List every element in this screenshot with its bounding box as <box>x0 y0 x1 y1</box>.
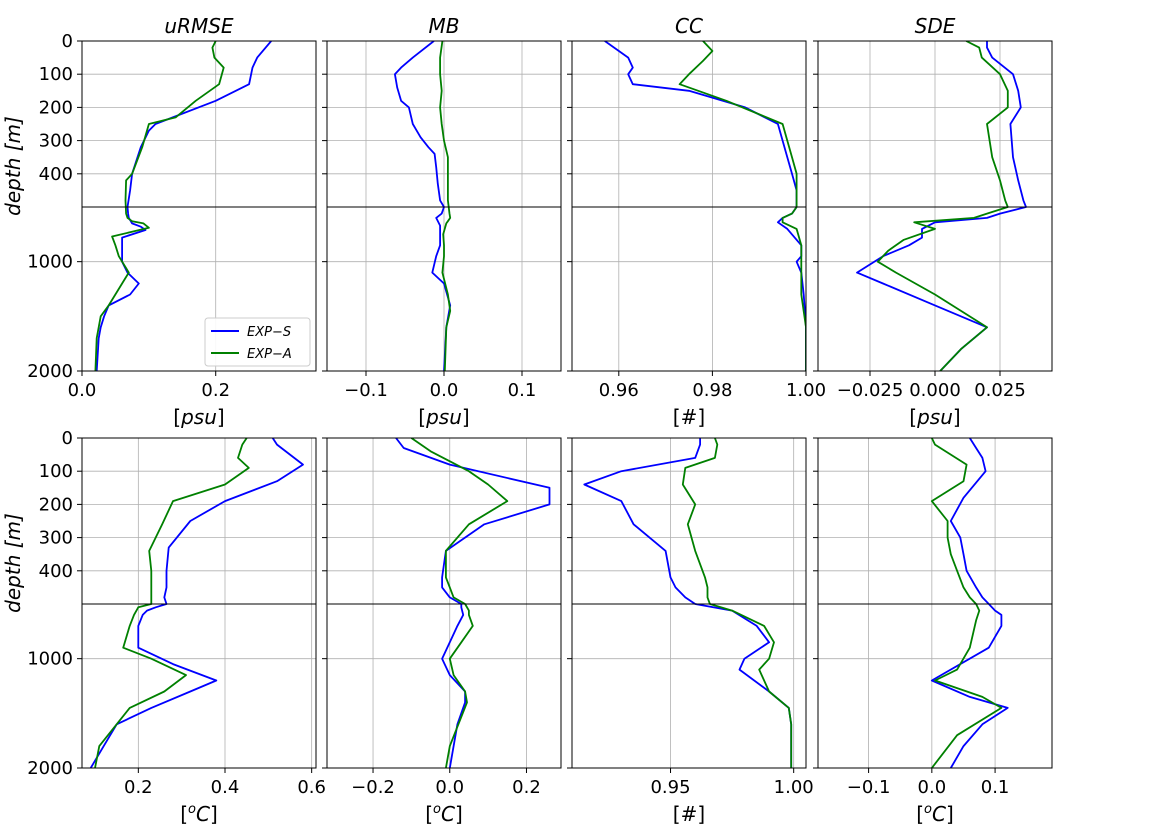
panel-8: −0.1 0.0 0.1 [oC] <box>813 437 1053 826</box>
x-axis-label: [#] <box>673 405 705 429</box>
x-tick-label: −0.025 <box>837 380 904 401</box>
y-tick-label: 200 <box>39 97 73 118</box>
x-tick-label: 0.6 <box>297 777 326 798</box>
y-axis-label: depth [m] <box>1 513 25 613</box>
y-tick-label: 100 <box>39 64 73 85</box>
x-tick-label: 0.98 <box>692 380 732 401</box>
axes-frame <box>326 437 562 769</box>
panel-2: −0.1 0.0 0.1 MB [psu] <box>322 14 562 429</box>
x-axis-label: [oC] <box>916 802 954 826</box>
series-line-exp-a <box>678 41 806 371</box>
axes-frame <box>817 437 1053 769</box>
x-tick-label: 0.95 <box>650 777 690 798</box>
y-tick-label: 1000 <box>27 649 73 670</box>
x-axis-label: [psu] <box>173 405 224 429</box>
x-tick-label: 0.1 <box>508 380 537 401</box>
panel-4: −0.025 0.000 0.025 SDE [psu] <box>813 14 1053 429</box>
panel-title: uRMSE <box>164 14 234 38</box>
x-tick-label: 0.4 <box>211 777 240 798</box>
series-line-exp-a <box>930 438 1003 768</box>
y-tick-label: 2000 <box>27 361 73 382</box>
x-tick-label: −0.1 <box>847 777 891 798</box>
x-tick-label: 0.0 <box>918 777 947 798</box>
x-tick-label: 0.025 <box>974 380 1026 401</box>
axes-frame <box>81 40 317 372</box>
series-line-exp-s <box>856 41 1027 371</box>
panel-title: CC <box>675 14 703 38</box>
x-tick-label: 0.96 <box>599 380 639 401</box>
x-axis-label: [#] <box>673 802 705 826</box>
y-axis-label: depth [m] <box>1 116 25 216</box>
y-tick-label: 0 <box>62 31 73 52</box>
axes-frame <box>571 437 807 769</box>
x-tick-label: −0.1 <box>344 380 388 401</box>
axes-frame <box>81 437 317 769</box>
y-tick-label: 2000 <box>27 758 73 779</box>
series-line-exp-s <box>930 438 1009 768</box>
panel-1: 0.0 0.2 0 100 200 300 400 1000 2000 uRMSE [psu] dep… <box>1 14 317 429</box>
y-tick-label: 100 <box>39 461 73 482</box>
legend-entry: EXP−A <box>247 347 292 362</box>
panel-title: SDE <box>915 14 956 38</box>
x-tick-label: 0.2 <box>512 777 541 798</box>
y-tick-label: 400 <box>39 164 73 185</box>
panel-title: MB <box>429 14 460 38</box>
x-tick-label: 0.0 <box>435 777 464 798</box>
x-axis-label: [psu] <box>909 405 960 429</box>
x-axis-label: [oC] <box>180 802 218 826</box>
series-line-exp-s <box>583 438 793 768</box>
series-line-exp-a <box>94 41 225 371</box>
y-tick-label: 300 <box>39 131 73 152</box>
x-tick-label: 0.2 <box>201 380 230 401</box>
panel-6: −0.2 0.0 0.2 [oC] <box>322 437 562 826</box>
x-axis-label: [psu] <box>418 405 469 429</box>
x-tick-label: 1.00 <box>786 380 826 401</box>
series-line-exp-a <box>439 41 452 371</box>
series-line-exp-a <box>876 41 1009 371</box>
panel-3: 0.96 0.98 1.00 CC [#] <box>567 14 826 429</box>
series-line-exp-a <box>681 438 793 768</box>
legend-entry: EXP−S <box>247 325 291 340</box>
series-line-exp-s <box>393 41 452 371</box>
y-tick-label: 1000 <box>27 252 73 273</box>
x-tick-label: 1.00 <box>774 777 814 798</box>
legend: EXP−S EXP−A <box>204 317 311 367</box>
y-tick-label: 400 <box>39 561 73 582</box>
panel-5: 0.2 0.4 0.6 0 100 200 300 400 1000 2000 [oC] depth … <box>1 428 326 826</box>
y-tick-label: 200 <box>39 494 73 515</box>
x-tick-label: 0.000 <box>909 380 961 401</box>
x-tick-label: 0.1 <box>981 777 1010 798</box>
series-line-exp-s <box>89 438 304 768</box>
x-axis-label: [oC] <box>425 802 463 826</box>
x-tick-label: 0.0 <box>68 380 97 401</box>
panel-7: 0.95 1.00 [#] <box>567 437 814 826</box>
y-tick-label: 0 <box>62 428 73 449</box>
x-tick-label: 0.2 <box>124 777 153 798</box>
x-tick-label: 0.0 <box>430 380 459 401</box>
y-tick-label: 300 <box>39 528 73 549</box>
x-tick-label: −0.2 <box>351 777 395 798</box>
axes-frame <box>571 40 807 372</box>
